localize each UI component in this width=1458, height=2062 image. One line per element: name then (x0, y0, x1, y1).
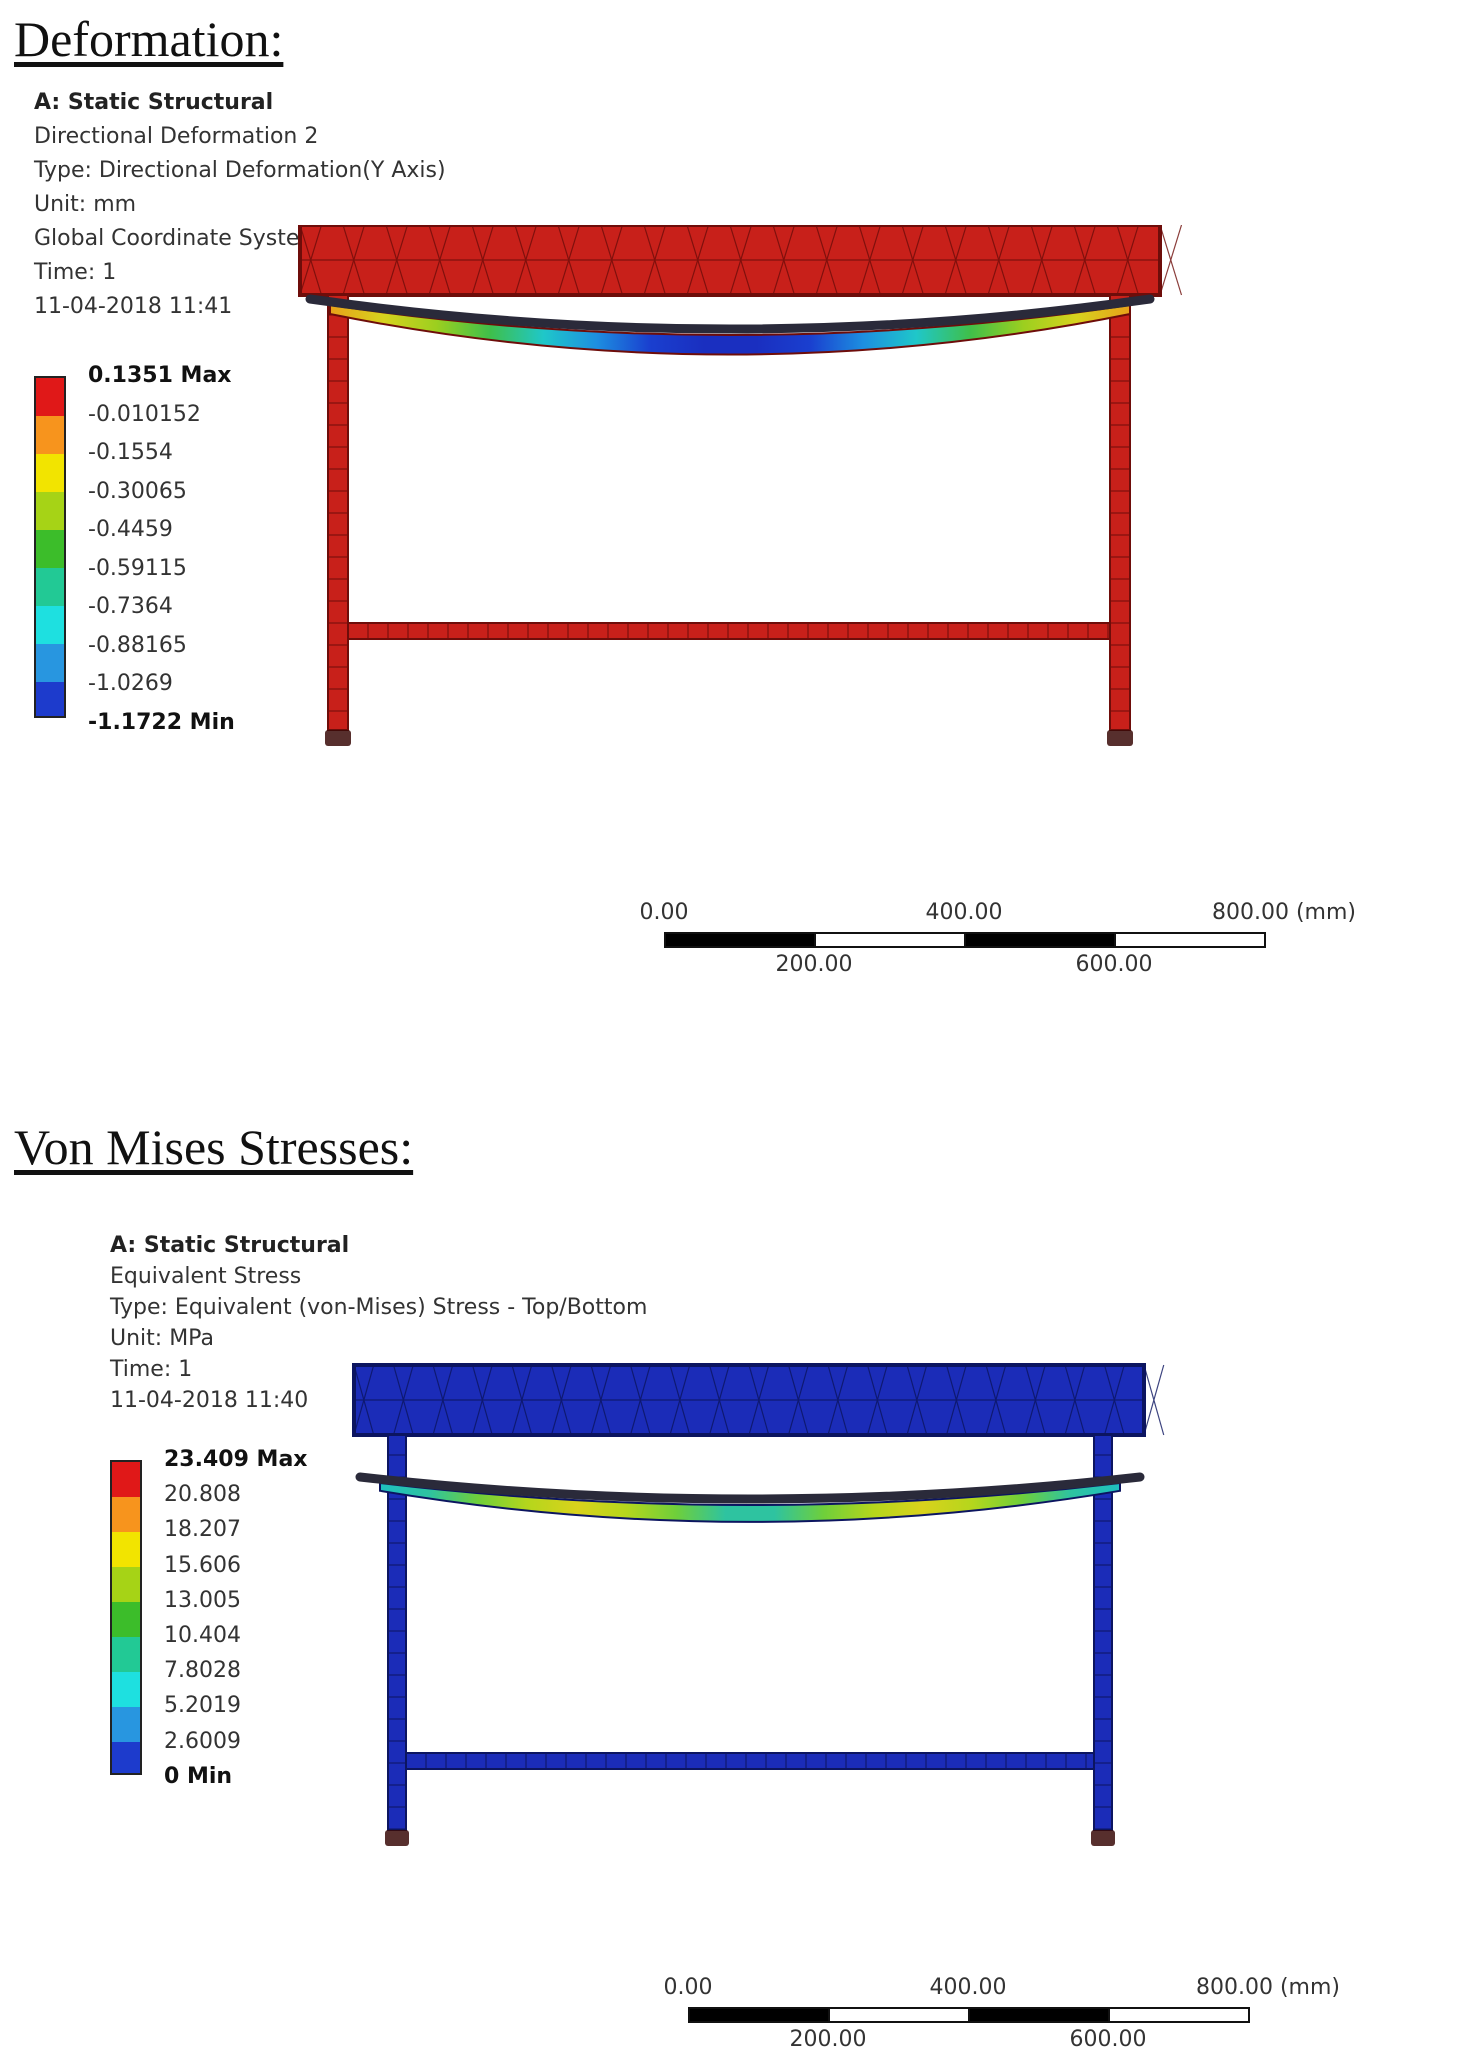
legend-tick-label: -0.4459 (88, 517, 173, 542)
legend-tick-label: -1.0269 (88, 671, 173, 696)
legend-swatch (36, 644, 64, 682)
deformation-info-line: Directional Deformation 2 (34, 124, 319, 149)
leg-foot (1107, 730, 1133, 746)
deformation-info-block: A: Static Structural Directional Deforma… (34, 86, 446, 324)
deformation-info-line: Unit: mm (34, 192, 137, 217)
legend-color-bar (34, 376, 66, 718)
deformation-color-legend: 0.1351 Max -0.010152 -0.1554 -0.30065 -0.445… (34, 364, 294, 734)
deformation-model-view (298, 225, 1183, 746)
legend-swatch (112, 1567, 140, 1602)
legend-tick-label: 2.6009 (164, 1728, 241, 1754)
beam-top-rail (355, 1472, 1145, 1504)
stress-info-line: Time: 1 (110, 1357, 193, 1382)
legend-swatch (36, 530, 64, 568)
lower-stretcher (347, 622, 1111, 640)
leg-foot (385, 1830, 409, 1846)
scale-tick-label: 200.00 (789, 2027, 867, 2052)
leg-mesh (328, 314, 348, 712)
legend-tick-label: 5.2019 (164, 1693, 241, 1719)
leg-mesh (388, 1454, 406, 1830)
deformation-info-line: Type: Directional Deformation(Y Axis) (34, 158, 446, 183)
leg-mesh (1094, 1454, 1112, 1830)
legend-tick-label: -0.1554 (88, 440, 173, 465)
scale-tick-label: 400.00 (929, 1975, 1007, 2000)
legend-swatch (36, 568, 64, 606)
legend-swatch (36, 682, 64, 716)
legend-swatch (112, 1637, 140, 1672)
deformation-info-line: 11-04-2018 11:41 (34, 294, 233, 319)
deformation-analysis-heading: A: Static Structural (34, 90, 274, 115)
deformation-section-title: Deformation: (14, 11, 284, 67)
stress-info-line: 11-04-2018 11:40 (110, 1388, 309, 1413)
deformation-scale-bar: 0.00 400.00 800.00 (mm) 200.00 600.00 (640, 900, 1356, 980)
legend-tick-label: -0.30065 (88, 478, 187, 504)
stress-scale-bar: 0.00 400.00 800.00 (mm) 200.00 600.00 (664, 1975, 1340, 2055)
tabletop-mesh (299, 225, 1183, 296)
legend-swatch (112, 1602, 140, 1637)
legend-swatch (112, 1497, 140, 1532)
stretcher-mesh (367, 623, 1109, 639)
legend-tick-label: -0.7364 (88, 594, 173, 619)
scale-segment (1108, 2007, 1250, 2023)
stress-model-view (352, 1363, 1165, 1846)
legend-tick-label: 20.808 (164, 1482, 241, 1508)
scale-tick-label: 400.00 (925, 900, 1003, 925)
scale-tick-label: 200.00 (775, 952, 853, 977)
leg-foot (325, 730, 351, 746)
scale-segment (688, 2007, 830, 2023)
legend-tick-label: 18.207 (164, 1517, 241, 1543)
legend-swatch (36, 378, 64, 416)
deformation-info-line: Global Coordinate Syste (34, 226, 300, 251)
beam-top-rail (305, 294, 1155, 334)
legend-swatch (36, 454, 64, 492)
deformed-support-beam (379, 1481, 1121, 1523)
scale-tick-label: 800.00 (mm) (1196, 1975, 1340, 2000)
stress-info-line: Equivalent Stress (110, 1264, 302, 1289)
deformed-support-beam (329, 303, 1131, 356)
legend-swatch (36, 606, 64, 644)
legend-tick-label: -0.59115 (88, 555, 187, 581)
legend-swatch (112, 1532, 140, 1567)
legend-max-label: 0.1351 Max (88, 363, 232, 388)
stress-analysis-heading: A: Static Structural (110, 1233, 350, 1258)
scale-segment (664, 932, 816, 948)
lower-stretcher (405, 1752, 1095, 1770)
scale-tick-label: 0.00 (639, 900, 689, 925)
scale-segment (964, 932, 1116, 948)
leg-foot (1091, 1830, 1115, 1846)
legend-tick-label: 10.404 (164, 1623, 241, 1648)
deformation-info-line: Time: 1 (34, 260, 117, 285)
legend-tick-label: -0.88165 (88, 632, 187, 658)
legend-swatch (112, 1742, 140, 1773)
stress-info-block: A: Static Structural Equivalent Stress T… (110, 1230, 647, 1416)
legend-min-label: -1.1722 Min (88, 709, 235, 735)
legend-min-label: 0 Min (164, 1763, 233, 1789)
legend-swatch (36, 492, 64, 530)
scale-segment (814, 932, 966, 948)
legend-max-label: 23.409 Max (164, 1447, 308, 1472)
legend-swatch (36, 416, 64, 454)
scale-segment (828, 2007, 970, 2023)
stress-info-line: Type: Equivalent (von-Mises) Stress - To… (110, 1295, 648, 1320)
legend-swatch (112, 1707, 140, 1742)
scale-segment (968, 2007, 1110, 2023)
legend-swatch (112, 1672, 140, 1707)
legend-tick-label: 15.606 (164, 1552, 241, 1578)
scale-segment (1114, 932, 1266, 948)
legend-tick-label: 7.8028 (164, 1658, 241, 1684)
tabletop-mesh (353, 1364, 1165, 1436)
legend-tick-label: 13.005 (164, 1587, 241, 1613)
scale-tick-label: 600.00 (1075, 952, 1153, 977)
legend-color-bar (110, 1460, 142, 1775)
legend-swatch (112, 1462, 140, 1497)
stretcher-mesh (425, 1753, 1087, 1769)
scale-tick-label: 800.00 (mm) (1212, 900, 1356, 925)
scale-tick-label: 0.00 (663, 1975, 713, 2000)
stress-color-legend: 23.409 Max 20.808 18.207 15.606 13.005 10.404… (110, 1448, 370, 1788)
stress-section-title: Von Mises Stresses: (14, 1119, 414, 1175)
stress-info-line: Unit: MPa (110, 1326, 214, 1351)
legend-tick-label: -0.010152 (88, 401, 201, 427)
scale-tick-label: 600.00 (1069, 2027, 1147, 2052)
